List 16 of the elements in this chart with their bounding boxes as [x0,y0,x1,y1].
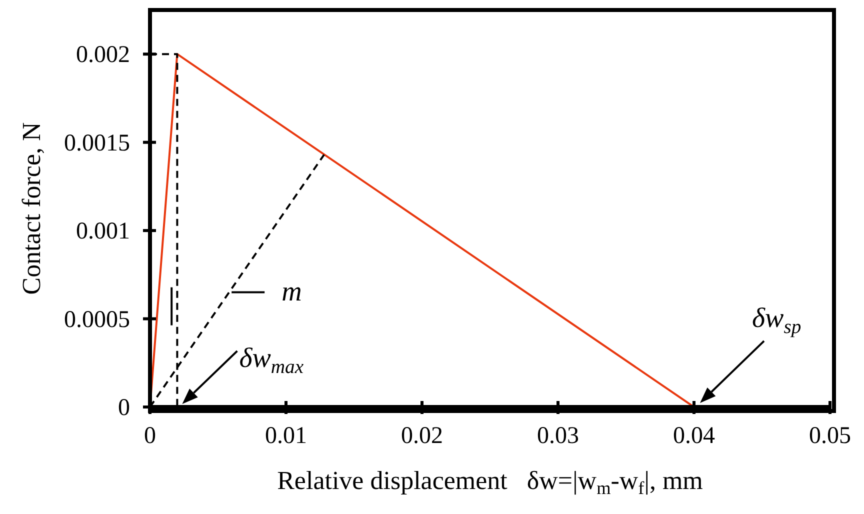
x-tick-label: 0 [144,423,156,449]
y-tick-label: 0 [118,395,130,421]
y-tick-label: 0.0005 [64,306,130,333]
annotation: m [282,276,302,308]
x-axis-title: Relative displacement δw=|w$_{m}$-w$_{f}$|, mm [277,466,703,498]
x-tick-label: 0.03 [537,423,579,449]
y-tick-label: 0.001 [76,218,130,245]
x-tick-label: 0.05 [809,423,851,449]
annotation: δw$_{max}$ [239,343,304,378]
x-tick-label: 0.04 [673,423,715,449]
y-tick-label: 0.0015 [64,130,130,156]
x-tick-label: 0.02 [401,423,443,449]
y-tick-label: 0.002 [76,42,130,68]
annotation: δw$_{sp}$ [752,303,802,338]
x-tick-label: 0.01 [265,423,307,449]
y-axis-title: Contact force, N [17,122,46,295]
